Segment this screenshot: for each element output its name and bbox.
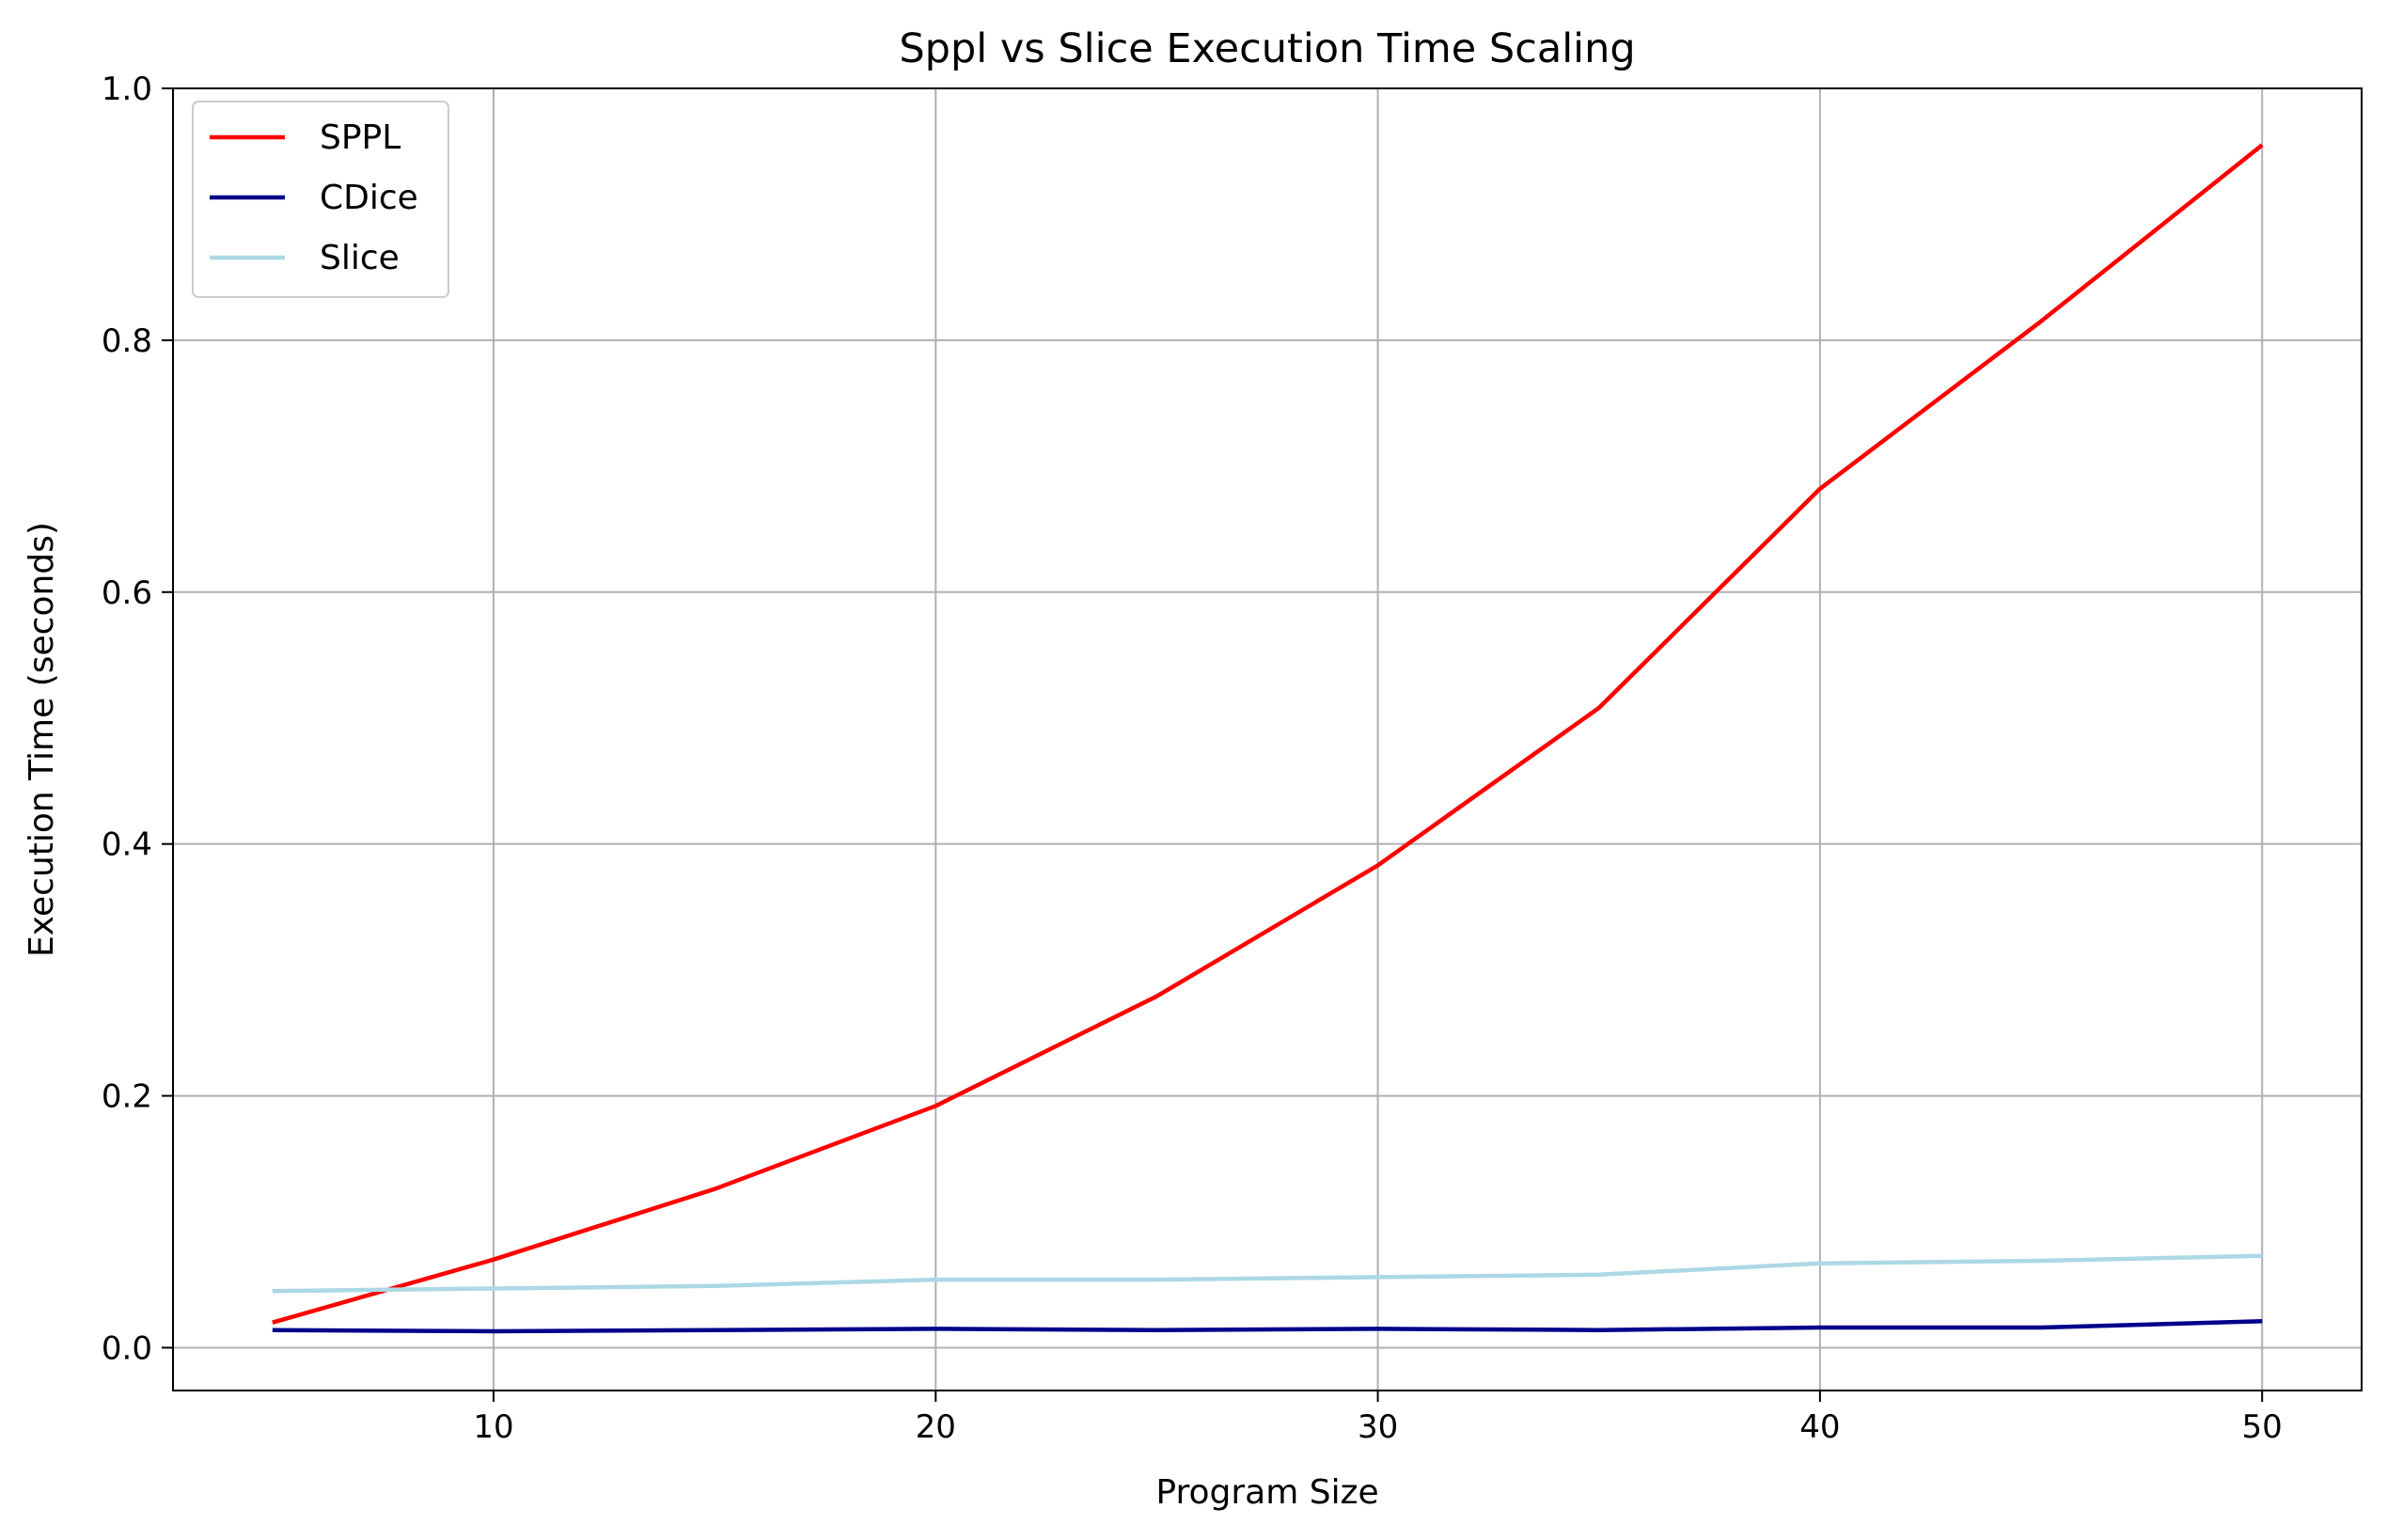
x-tick-label: 50 (2242, 1408, 2283, 1446)
legend-label-slice: Slice (320, 239, 400, 277)
legend-box (192, 101, 449, 298)
x-tick-label: 40 (1799, 1408, 1840, 1446)
legend-label-cdice: CDice (320, 179, 418, 217)
series-lines (272, 143, 2264, 1334)
y-axis-ticks: 0.0 0.2 0.4 0.6 0.8 1.0 (102, 71, 173, 1367)
series-line-cdice (272, 1319, 2263, 1334)
x-tick-label: 10 (473, 1408, 513, 1446)
series-line-sppl (272, 143, 2264, 1325)
y-axis-label: Execution Time (seconds) (23, 522, 61, 957)
legend-label-sppl: SPPL (320, 118, 400, 157)
x-axis-ticks: 10 20 30 40 50 (473, 1391, 2283, 1446)
y-tick-label: 0.0 (102, 1329, 152, 1367)
y-tick-label: 0.6 (102, 574, 152, 612)
y-tick-label: 0.8 (102, 322, 152, 360)
legend: SPPL CDice Slice (192, 101, 449, 298)
y-tick-label: 1.0 (102, 71, 152, 108)
series-line-slice (272, 1253, 2263, 1294)
y-tick-label: 0.2 (102, 1078, 152, 1116)
x-tick-label: 20 (916, 1408, 956, 1446)
plot-frame (172, 87, 2363, 1391)
chart-title: Sppl vs Slice Execution Time Scaling (899, 25, 1635, 72)
x-tick-label: 30 (1358, 1408, 1398, 1446)
x-axis-label: Program Size (1155, 1473, 1378, 1512)
y-tick-label: 0.4 (102, 826, 152, 864)
